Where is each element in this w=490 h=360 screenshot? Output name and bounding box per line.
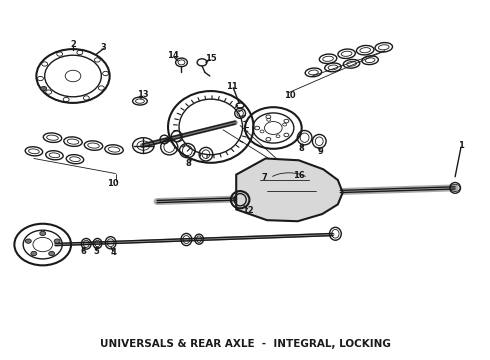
Text: 10: 10	[284, 90, 296, 99]
Text: 5: 5	[94, 247, 99, 256]
Text: 7: 7	[262, 173, 268, 182]
Text: 11: 11	[226, 82, 238, 91]
Circle shape	[40, 231, 46, 235]
Text: 8: 8	[186, 159, 192, 168]
Text: 2: 2	[70, 40, 76, 49]
Text: 3: 3	[100, 43, 106, 52]
Circle shape	[54, 239, 60, 243]
Circle shape	[31, 251, 37, 256]
Text: 15: 15	[205, 54, 217, 63]
Text: 10: 10	[107, 179, 119, 188]
Circle shape	[49, 251, 54, 256]
Text: 12: 12	[242, 206, 253, 215]
Text: 9: 9	[318, 147, 323, 156]
Text: 13: 13	[137, 90, 148, 99]
Circle shape	[25, 239, 31, 243]
Text: 4: 4	[110, 248, 116, 257]
Text: 1: 1	[458, 141, 464, 150]
Text: 6: 6	[81, 247, 87, 256]
Circle shape	[41, 86, 47, 91]
Text: UNIVERSALS & REAR AXLE  -  INTEGRAL, LOCKING: UNIVERSALS & REAR AXLE - INTEGRAL, LOCKI…	[99, 339, 391, 349]
Text: 16: 16	[293, 171, 305, 180]
Text: 14: 14	[167, 51, 178, 60]
Text: 8: 8	[299, 144, 305, 153]
Polygon shape	[236, 158, 343, 221]
